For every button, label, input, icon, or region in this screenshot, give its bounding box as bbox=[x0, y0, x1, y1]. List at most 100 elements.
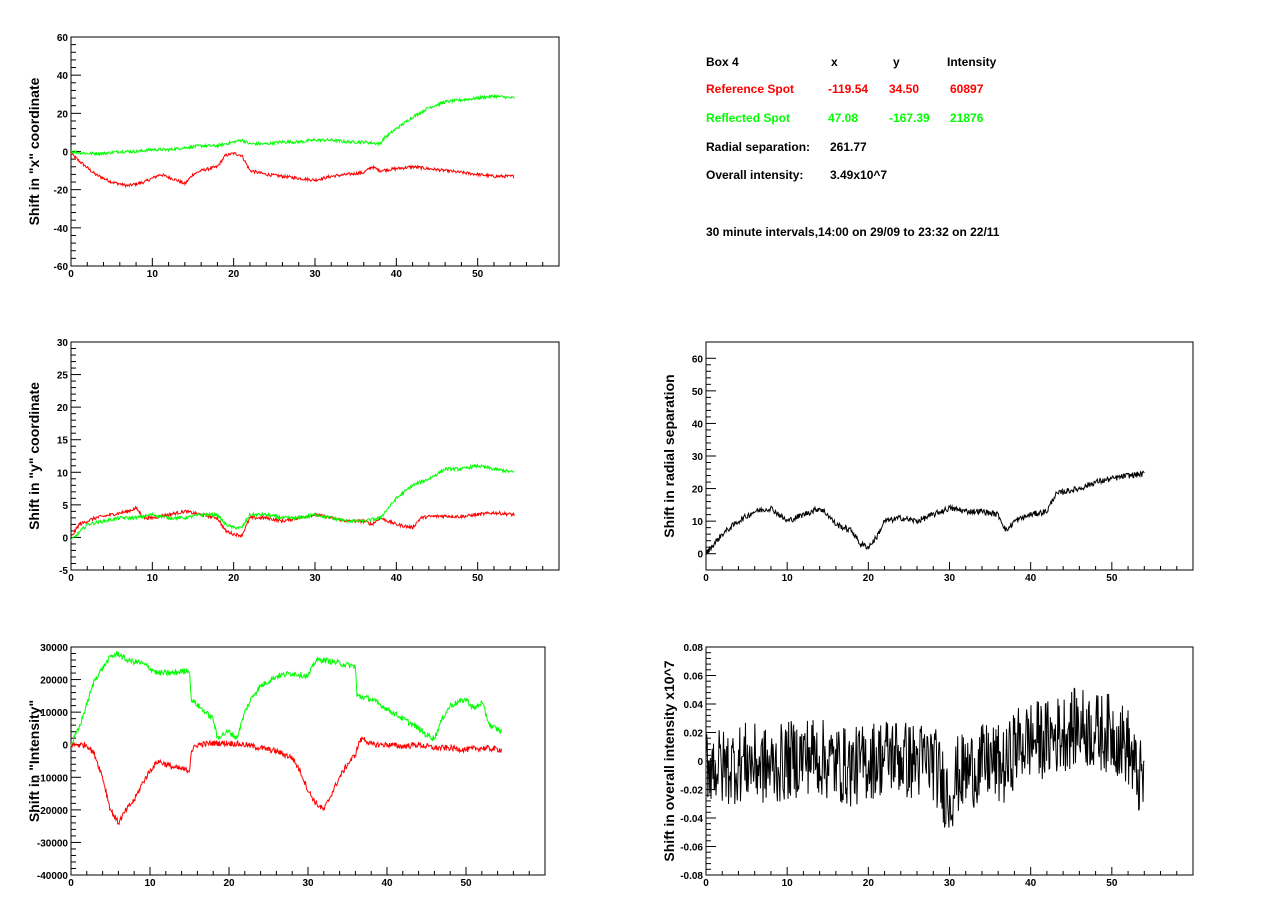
reflected-spot-x: 47.08 bbox=[828, 111, 859, 125]
reference-spot-intensity: 60897 bbox=[950, 82, 984, 96]
x-tick-label: 20 bbox=[223, 878, 235, 889]
x-tick-label: 30 bbox=[309, 573, 321, 584]
x-tick-label: 40 bbox=[1025, 573, 1037, 584]
series-line bbox=[70, 650, 503, 747]
reflected-spot-label: Reflected Spot bbox=[706, 111, 791, 125]
series-line bbox=[70, 93, 515, 157]
y-tick-label: 0 bbox=[697, 757, 703, 768]
x-tick-label: 10 bbox=[147, 573, 159, 584]
series-line bbox=[70, 463, 515, 541]
chart-panel: 0 10 20 30 40 50 -40000 -30000 -20000 -10000 0 1000… bbox=[26, 643, 546, 889]
y-axis-title: Shift in "x" coordinate bbox=[26, 77, 42, 225]
x-tick-label: 20 bbox=[228, 573, 240, 584]
chart-panel: 0 10 20 30 40 50 -0.08 -0.06 -0.04 -0.02 0 0.02 0.04… bbox=[661, 643, 1194, 889]
x-tick-label: 30 bbox=[944, 573, 956, 584]
y-tick-label: 30 bbox=[692, 452, 704, 463]
y-axis-title: Shift in radial separation bbox=[661, 374, 677, 537]
y-tick-label: -0.04 bbox=[680, 814, 703, 825]
overall-intensity-value: 3.49x10^7 bbox=[830, 168, 888, 182]
x-tick-label: 20 bbox=[863, 878, 875, 889]
y-tick-label: -40 bbox=[54, 224, 69, 235]
info-box-label: Box 4 bbox=[706, 55, 739, 69]
chart-panel: 0 10 20 30 40 50 0 10 20 30 40 50 60 Shift in radial … bbox=[661, 341, 1194, 584]
y-tick-label: 10000 bbox=[40, 708, 68, 719]
x-tick-label: 10 bbox=[144, 878, 156, 889]
x-tick-label: 10 bbox=[782, 878, 794, 889]
y-tick-label: 60 bbox=[692, 354, 704, 365]
reference-spot-label: Reference Spot bbox=[706, 82, 795, 96]
y-tick-label: -0.06 bbox=[680, 843, 703, 854]
y-tick-label: -20 bbox=[54, 186, 69, 197]
y-tick-label: -30000 bbox=[37, 838, 69, 849]
overall-intensity-label: Overall intensity: bbox=[706, 168, 804, 182]
y-axis-title: Shift in "Intensity" bbox=[26, 700, 42, 822]
y-tick-label: -60 bbox=[54, 262, 69, 273]
y-tick-label: 50 bbox=[692, 387, 704, 398]
x-tick-label: 10 bbox=[147, 269, 159, 280]
x-tick-label: 30 bbox=[309, 269, 321, 280]
y-tick-label: -0.08 bbox=[680, 871, 703, 882]
y-tick-label: 30000 bbox=[40, 643, 68, 654]
y-tick-label: 40 bbox=[57, 71, 69, 82]
x-tick-label: 50 bbox=[472, 269, 484, 280]
x-tick-label: 30 bbox=[944, 878, 956, 889]
y-tick-label: -10000 bbox=[37, 773, 69, 784]
x-tick-label: 0 bbox=[703, 878, 709, 889]
series-line bbox=[70, 736, 503, 826]
y-tick-label: 20 bbox=[57, 109, 69, 120]
x-tick-label: 40 bbox=[381, 878, 393, 889]
y-tick-label: 0 bbox=[62, 741, 68, 752]
y-tick-label: 60 bbox=[57, 33, 69, 44]
y-tick-label: 10 bbox=[57, 468, 69, 479]
x-tick-label: 40 bbox=[1025, 878, 1037, 889]
y-tick-label: 10 bbox=[692, 517, 704, 528]
x-tick-label: 40 bbox=[391, 269, 403, 280]
x-tick-label: 50 bbox=[460, 878, 472, 889]
radial-separation-label: Radial separation: bbox=[706, 140, 811, 154]
reference-spot-y: 34.50 bbox=[889, 82, 920, 96]
y-tick-label: 20000 bbox=[40, 676, 68, 687]
y-tick-label: 0.08 bbox=[684, 643, 704, 654]
radial-separation-value: 261.77 bbox=[830, 140, 867, 154]
info-x-header: x bbox=[831, 55, 838, 69]
x-tick-label: 50 bbox=[1106, 878, 1118, 889]
x-tick-label: 50 bbox=[472, 573, 484, 584]
y-tick-label: 0.04 bbox=[684, 700, 704, 711]
x-tick-label: 20 bbox=[863, 573, 875, 584]
y-tick-label: -5 bbox=[59, 566, 68, 577]
series-line bbox=[705, 470, 1145, 556]
y-tick-label: 0.02 bbox=[684, 729, 704, 740]
reference-spot-x: -119.54 bbox=[828, 82, 869, 96]
y-tick-label: 0 bbox=[697, 550, 703, 561]
info-y-header: y bbox=[893, 55, 900, 69]
x-tick-label: 0 bbox=[68, 878, 74, 889]
x-tick-label: 10 bbox=[782, 573, 794, 584]
plot-frame bbox=[70, 36, 560, 267]
x-tick-label: 30 bbox=[302, 878, 314, 889]
y-tick-label: 20 bbox=[57, 403, 69, 414]
y-tick-label: 0.06 bbox=[684, 672, 704, 683]
y-tick-label: 5 bbox=[62, 501, 68, 512]
x-tick-label: 20 bbox=[228, 269, 240, 280]
y-tick-label: -20000 bbox=[37, 806, 69, 817]
x-tick-label: 40 bbox=[391, 573, 403, 584]
y-tick-label: 25 bbox=[57, 371, 69, 382]
y-tick-label: 15 bbox=[57, 436, 69, 447]
info-panel: Box 4 x y Intensity Reference Spot -119.… bbox=[706, 52, 1226, 252]
plot-frame bbox=[70, 646, 546, 876]
reflected-spot-y: -167.39 bbox=[889, 111, 930, 125]
plot-frame bbox=[70, 341, 560, 571]
y-tick-label: 20 bbox=[692, 485, 704, 496]
interval-footer: 30 minute intervals,14:00 on 29/09 to 23… bbox=[706, 225, 1000, 239]
x-tick-label: 0 bbox=[703, 573, 709, 584]
y-tick-label: -40000 bbox=[37, 871, 69, 882]
x-tick-label: 0 bbox=[68, 269, 74, 280]
y-tick-label: 40 bbox=[692, 419, 704, 430]
y-tick-label: 0 bbox=[62, 148, 68, 159]
chart-panel: 0 10 20 30 40 50 -60 -40 -20 0 20 40 60 Shift in "x" … bbox=[26, 33, 560, 280]
y-tick-label: 30 bbox=[57, 338, 69, 349]
series-line bbox=[70, 151, 515, 189]
reflected-spot-intensity: 21876 bbox=[950, 111, 984, 125]
